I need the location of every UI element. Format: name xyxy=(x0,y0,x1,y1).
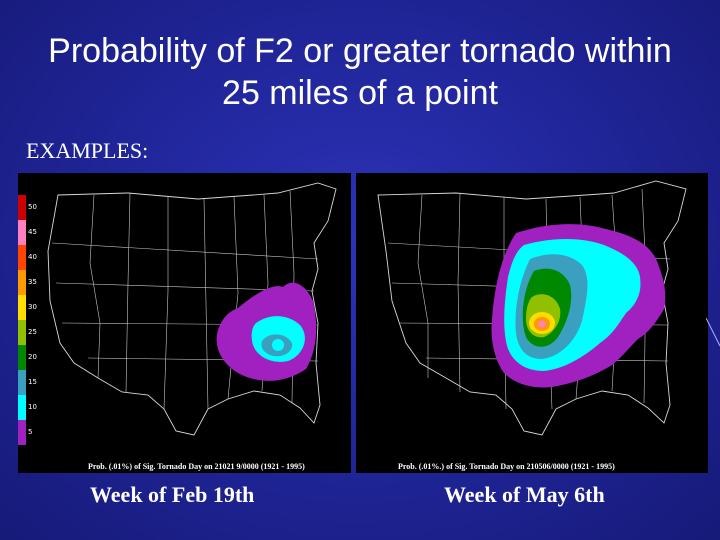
legend-label-5: 5 xyxy=(28,428,33,436)
legend-label-20: 20 xyxy=(28,353,37,361)
week-label-feb: Week of Feb 19th xyxy=(90,482,255,507)
legend-label-50: 50 xyxy=(28,203,37,211)
probability-contours-feb xyxy=(216,282,317,381)
probability-contours-may xyxy=(491,224,666,388)
map-caption-may: Prob. (.01%.) of Sig. Tornado Day on 210… xyxy=(398,462,615,471)
legend-label-15: 15 xyxy=(28,378,37,386)
legend-swatch-20 xyxy=(18,345,26,370)
legend-swatch-40 xyxy=(18,245,26,270)
slide-title: Probability of F2 or greater tornado wit… xyxy=(0,30,720,114)
legend-swatch-10 xyxy=(18,395,26,420)
examples-label: EXAMPLES: xyxy=(26,138,149,163)
map-may-6-canvas xyxy=(377,180,687,436)
week-label-may: Week of May 6th xyxy=(444,482,605,507)
legend-swatch-30 xyxy=(18,295,26,320)
legend-label-30: 30 xyxy=(28,303,37,311)
legend-label-25: 25 xyxy=(28,328,37,336)
decorative-line xyxy=(706,318,720,347)
title-line-2: 25 miles of a point xyxy=(222,74,498,112)
map-feb-19: 50 45 40 35 30 25 20 15 10 5 Prob. (.01%… xyxy=(18,173,351,473)
legend-swatch-25 xyxy=(18,320,26,345)
legend-swatch-45 xyxy=(18,220,26,245)
map-caption-feb: Prob. (.01%) of Sig. Tornado Day on 2102… xyxy=(88,462,305,471)
legend: 50 45 40 35 30 25 20 15 10 5 xyxy=(18,173,37,473)
legend-swatch-35 xyxy=(18,270,26,295)
legend-swatch-15 xyxy=(18,370,26,395)
legend-label-45: 45 xyxy=(28,228,37,236)
legend-label-35: 35 xyxy=(28,278,37,286)
title-line-1: Probability of F2 or greater tornado wit… xyxy=(48,32,672,70)
us-outline xyxy=(377,180,687,436)
legend-label-40: 40 xyxy=(28,253,37,261)
legend-label-10: 10 xyxy=(28,403,37,411)
legend-swatch-5 xyxy=(18,420,26,445)
legend-swatch-50 xyxy=(18,195,26,220)
map-may-6: Prob. (.01%.) of Sig. Tornado Day on 210… xyxy=(356,173,708,473)
map-feb-19-canvas xyxy=(47,182,337,436)
